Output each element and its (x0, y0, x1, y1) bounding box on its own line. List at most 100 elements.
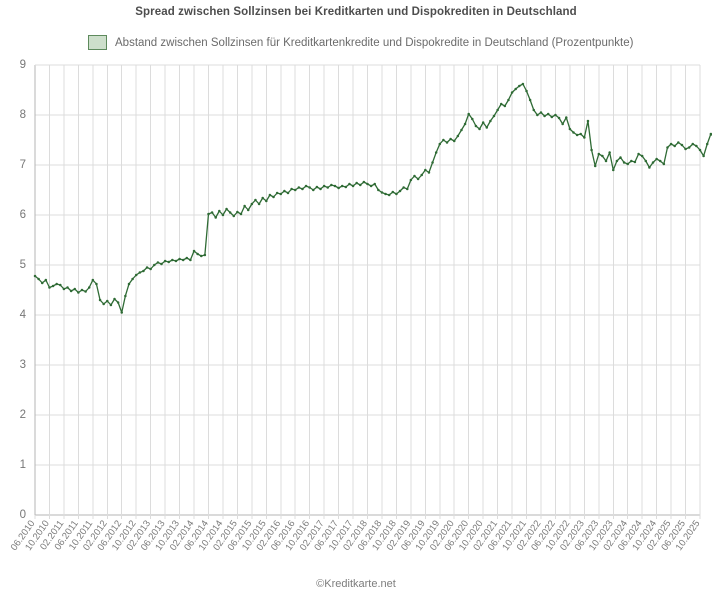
y-axis-tick-label: 6 (20, 209, 26, 221)
data-point (145, 266, 149, 269)
data-point (398, 189, 402, 193)
data-point (207, 212, 210, 216)
data-point (160, 262, 163, 266)
data-point (243, 204, 246, 208)
data-point (163, 259, 167, 263)
data-point (236, 210, 239, 214)
y-axis-tick-label: 7 (20, 159, 26, 171)
data-point (593, 164, 597, 168)
data-point (485, 126, 489, 129)
y-axis-tick-label: 1 (20, 459, 26, 471)
data-point (149, 267, 152, 271)
data-point (178, 257, 181, 261)
data-point (420, 173, 423, 177)
y-axis-tick-label: 8 (20, 109, 26, 121)
data-point (702, 154, 705, 158)
data-point (246, 208, 250, 212)
data-point (261, 196, 264, 200)
data-point (51, 284, 55, 288)
data-point (340, 184, 344, 188)
data-point (351, 184, 355, 188)
data-point (673, 144, 676, 148)
data-point (106, 299, 109, 303)
data-point (333, 184, 337, 188)
data-point (87, 286, 91, 289)
data-point (359, 183, 362, 187)
data-point (597, 152, 601, 156)
data-point (138, 271, 142, 274)
data-point (478, 127, 481, 131)
y-axis-tick-label: 0 (20, 509, 26, 521)
data-point (326, 186, 329, 189)
data-point (77, 291, 80, 294)
data-point (416, 177, 420, 181)
data-point (496, 108, 499, 112)
data-point (66, 286, 69, 289)
data-point (62, 287, 66, 291)
data-point (601, 154, 604, 158)
data-point (355, 181, 358, 185)
data-point (221, 213, 225, 217)
data-point (337, 186, 340, 190)
data-point (579, 132, 582, 136)
data-point (210, 211, 214, 214)
data-point (200, 254, 203, 258)
data-point (330, 183, 333, 187)
data-point (619, 156, 622, 159)
data-point (362, 180, 366, 184)
data-point (301, 187, 304, 191)
data-point (492, 114, 496, 118)
data-point (427, 171, 431, 174)
data-point (409, 178, 413, 182)
data-point (134, 273, 138, 277)
data-point (120, 311, 123, 314)
data-point (539, 111, 543, 114)
data-point (109, 303, 113, 307)
data-point (474, 124, 478, 128)
data-point (387, 193, 391, 197)
data-point (467, 112, 470, 116)
data-point (612, 168, 615, 172)
data-point (698, 148, 702, 152)
legend-label: Abstand zwischen Sollzinsen für Kreditka… (115, 36, 634, 49)
data-point (554, 113, 557, 117)
data-point (431, 161, 434, 164)
data-point (275, 191, 279, 195)
data-point (59, 283, 62, 287)
data-point (290, 187, 293, 191)
data-point (189, 258, 192, 262)
data-point (293, 188, 297, 192)
data-point (633, 160, 637, 164)
data-point (265, 199, 268, 203)
data-point (691, 142, 695, 146)
data-point (279, 192, 283, 196)
data-point (695, 144, 698, 148)
data-point (304, 184, 308, 188)
footer-copyright: ©Kreditkarte.net (316, 578, 396, 590)
data-point (167, 260, 170, 264)
data-point (503, 104, 507, 108)
data-point (348, 182, 351, 186)
data-point (644, 159, 648, 163)
data-point (604, 159, 608, 163)
data-point (257, 202, 261, 206)
data-point (637, 152, 640, 156)
data-point (250, 202, 254, 206)
data-point (319, 187, 322, 191)
data-point (615, 159, 619, 163)
data-point (680, 143, 684, 147)
data-point (572, 131, 575, 134)
data-point (648, 166, 651, 169)
data-point (510, 91, 514, 94)
data-point (438, 142, 442, 146)
data-point (174, 259, 178, 263)
data-point (315, 185, 319, 189)
y-axis-tick-label: 2 (20, 409, 26, 421)
data-point (366, 182, 369, 186)
data-point (640, 154, 644, 158)
data-point (514, 87, 517, 91)
data-point (684, 147, 687, 151)
data-point (131, 277, 134, 281)
